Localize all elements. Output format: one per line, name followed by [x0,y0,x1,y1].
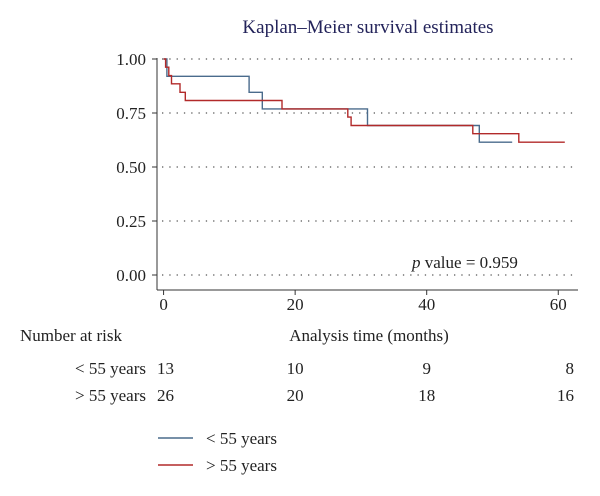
x-tick-label: 20 [287,295,304,314]
y-tick-label: 0.25 [116,212,146,231]
risk-value: 20 [287,386,304,405]
y-tick-label: 0.75 [116,104,146,123]
risk-value: 16 [557,386,574,405]
p-symbol: p [411,253,421,272]
risk-value: 9 [422,359,431,378]
y-axis-ticks: 0.00 0.25 0.50 0.75 1.00 [116,50,157,285]
risk-row-label: < 55 years [75,359,146,378]
risk-value: 13 [157,359,174,378]
risk-row-label: > 55 years [75,386,146,405]
axes [156,58,578,291]
legend: < 55 years > 55 years [158,429,277,475]
y-tick-label: 1.00 [116,50,146,69]
y-gridlines [162,58,576,276]
y-tick-label: 0.50 [116,158,146,177]
survival-curves [163,58,565,143]
risk-value: 8 [566,359,575,378]
p-value-annotation: p value = 0.959 [411,253,518,272]
chart-title: Kaplan–Meier survival estimates [242,17,493,38]
survival-curve-over-55 [163,58,565,143]
risk-value: 18 [418,386,435,405]
x-axis-ticks: 0 20 40 60 [159,290,567,314]
y-tick-label: 0.00 [116,266,146,285]
x-axis-label: Analysis time (months) [289,326,449,345]
risk-value: 10 [287,359,304,378]
x-tick-label: 60 [550,295,567,314]
legend-label: > 55 years [206,456,277,475]
risk-value: 26 [157,386,174,405]
p-value-text: value = 0.959 [421,253,518,272]
risk-table: < 55 years 13 10 9 8 > 55 years 26 20 18 16 [75,359,574,405]
x-tick-label: 0 [159,295,168,314]
x-tick-label: 40 [418,295,435,314]
legend-label: < 55 years [206,429,277,448]
risk-table-header: Number at risk [20,326,122,345]
